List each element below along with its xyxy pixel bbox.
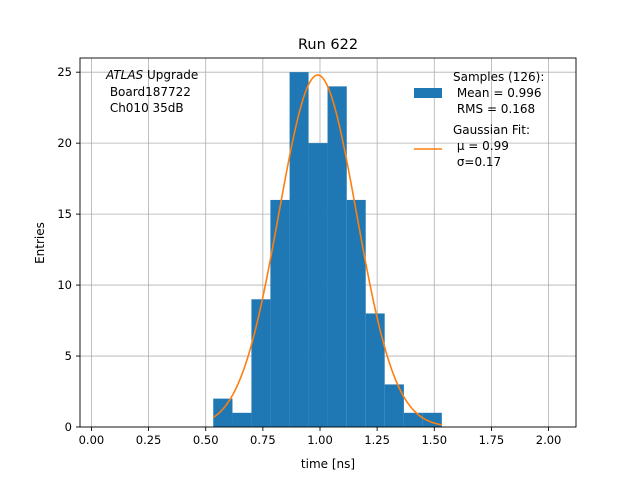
x-tick-label: 1.00 [307, 433, 333, 447]
legend-patch [414, 88, 442, 98]
x-tick-label: 2.00 [536, 433, 562, 447]
annotation-line: Board187722 [106, 85, 191, 99]
histogram-bar [213, 398, 233, 427]
y-tick-label: 10 [57, 278, 72, 292]
plot-area-frame [79, 57, 577, 428]
histogram-bar [346, 199, 366, 427]
x-axis-label: time [ns] [301, 457, 355, 471]
annotation-italic: ATLAS [105, 68, 144, 82]
annotation-line: Ch010 35dB [106, 101, 184, 115]
histogram-bar [403, 412, 423, 427]
y-tick-label: 20 [57, 136, 72, 150]
annotation-text: Upgrade [143, 68, 198, 82]
histogram-bar [365, 313, 385, 427]
x-tick-label: 0.25 [136, 433, 162, 447]
y-tick-label: 15 [57, 207, 72, 221]
legend: Samples (126): Mean = 0.996 RMS = 0.168 G… [414, 70, 544, 169]
x-axis-ticks: 0.00 0.25 0.50 0.75 1.00 1.25 1.50 1.75 2.00 [79, 427, 562, 447]
x-tick-label: 0.50 [193, 433, 219, 447]
histogram-bar [270, 199, 290, 427]
x-tick-label: 1.75 [479, 433, 505, 447]
y-axis-label: Entries [33, 222, 47, 264]
histogram-bar [251, 299, 271, 427]
y-tick-label: 0 [65, 420, 72, 434]
chart-title: Run 622 [298, 37, 358, 53]
histogram-bar [384, 384, 404, 427]
x-tick-label: 0.75 [250, 433, 276, 447]
legend-samples-text: Samples (126): Mean = 0.996 RMS = 0.168 [453, 70, 544, 116]
histogram-bars [213, 72, 442, 427]
histogram-bar [327, 86, 347, 427]
atlas-annotation: ATLAS Upgrade Board187722 Ch010 35dB [105, 68, 198, 115]
x-tick-label: 1.25 [364, 433, 390, 447]
y-tick-label: 25 [57, 65, 72, 79]
histogram-bar [308, 143, 328, 427]
y-axis-ticks: 0 5 10 15 20 25 [57, 65, 80, 434]
legend-fit-text: Gaussian Fit: μ = 0.99 σ=0.17 [453, 123, 530, 169]
y-tick-label: 5 [65, 349, 72, 363]
histogram-bar [232, 412, 252, 427]
x-tick-label: 1.50 [421, 433, 447, 447]
histogram-bar [289, 72, 309, 427]
gaussian-fit-line [212, 74, 442, 426]
x-tick-label: 0.00 [79, 433, 105, 447]
